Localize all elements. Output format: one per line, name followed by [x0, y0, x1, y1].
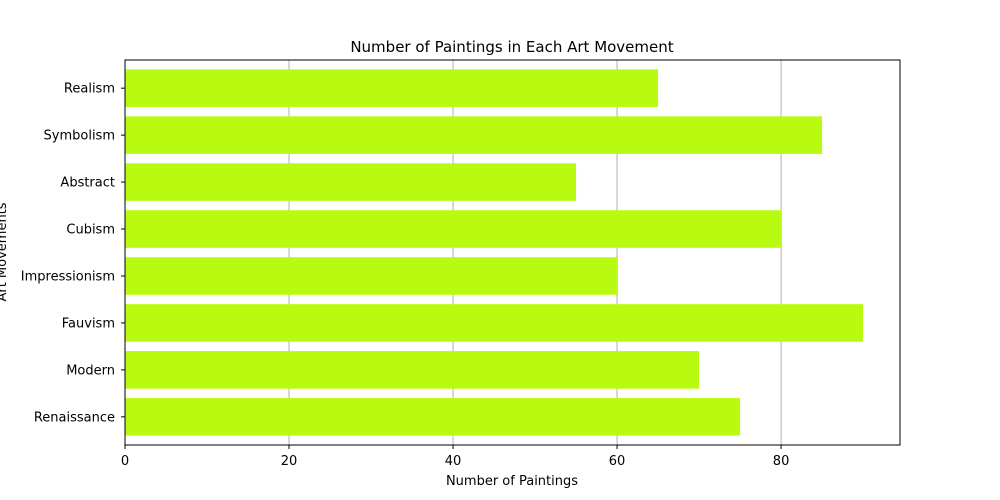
y-tick-label: Modern — [66, 363, 115, 378]
bar-cubism — [125, 210, 782, 248]
bar-abstract — [125, 163, 577, 201]
y-axis-ticks: Renaissance Modern Fauvism Impressionism Cub… — [21, 82, 125, 425]
x-axis-label: Number of Paintings — [446, 474, 578, 489]
y-tick-label: Fauvism — [62, 316, 115, 331]
x-axis-ticks: 0 20 40 60 80 — [121, 445, 789, 469]
chart-title: Number of Paintings in Each Art Movement — [350, 38, 673, 56]
bar-modern — [125, 351, 700, 389]
y-axis-label: Art Movements — [0, 202, 10, 301]
y-tick-label: Renaissance — [34, 410, 115, 425]
x-tick-label: 20 — [281, 454, 298, 469]
y-tick-label: Cubism — [66, 223, 115, 238]
y-tick-label: Symbolism — [44, 129, 115, 144]
bar-impressionism — [125, 257, 618, 295]
x-tick-label: 40 — [445, 454, 462, 469]
bar-symbolism — [125, 116, 823, 154]
y-tick-label: Realism — [64, 82, 115, 97]
plot-frame — [124, 59, 901, 446]
y-tick-label: Abstract — [60, 176, 115, 191]
bars — [125, 69, 864, 436]
x-tick-label: 0 — [121, 454, 129, 469]
x-tick-label: 60 — [609, 454, 626, 469]
x-tick-label: 80 — [773, 454, 790, 469]
bar-fauvism — [125, 304, 864, 342]
bar-renaissance — [125, 398, 741, 436]
y-tick-label: Impressionism — [21, 269, 115, 284]
bar-realism — [125, 69, 659, 107]
